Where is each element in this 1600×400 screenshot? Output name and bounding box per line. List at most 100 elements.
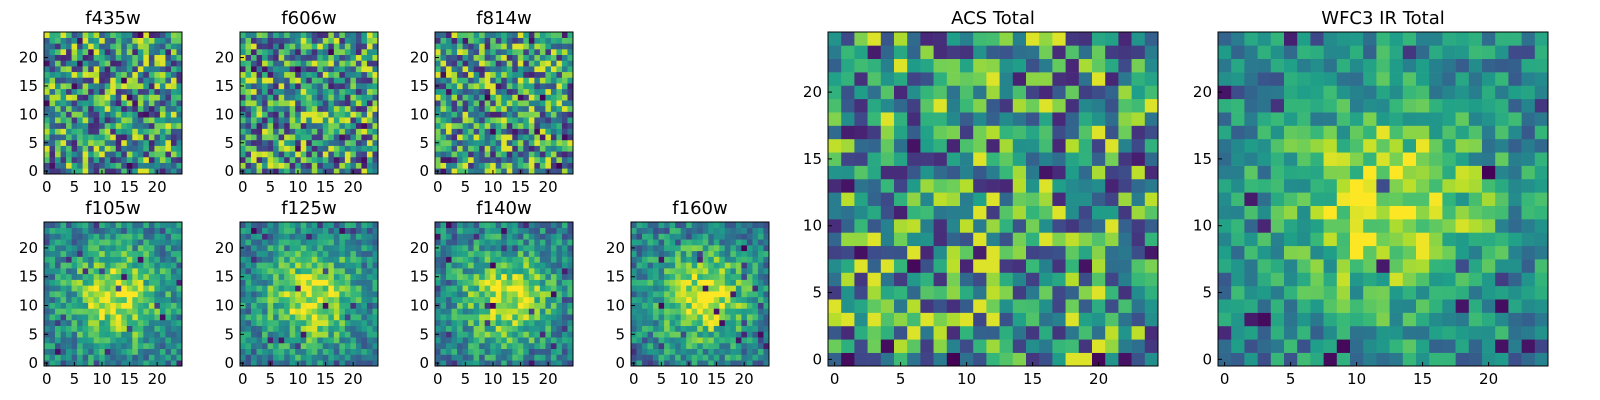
heatmap-cell xyxy=(273,71,279,78)
heatmap-cell xyxy=(289,32,296,38)
heatmap-cell xyxy=(440,145,447,152)
heatmap-cell xyxy=(556,105,563,112)
heatmap-cell xyxy=(735,291,742,298)
heatmap-cell xyxy=(344,348,351,355)
heatmap-cell xyxy=(446,302,452,309)
heatmap-cell xyxy=(44,285,50,292)
heatmap-cell xyxy=(251,239,257,246)
heatmap-cell xyxy=(462,162,469,169)
heatmap-cell xyxy=(757,233,764,240)
heatmap-cell xyxy=(121,331,128,338)
heatmap-cell xyxy=(451,268,458,275)
heatmap-cell xyxy=(317,319,324,326)
heatmap-cell xyxy=(366,66,373,73)
heatmap-cell xyxy=(697,319,704,326)
heatmap-cell xyxy=(262,77,268,84)
heatmap-cell xyxy=(708,331,715,338)
heatmap-cell xyxy=(691,342,698,350)
heatmap-cell xyxy=(561,319,568,326)
heatmap-cell xyxy=(933,178,948,193)
heatmap-cell xyxy=(534,245,541,252)
heatmap-cell xyxy=(82,268,89,275)
heatmap-cell xyxy=(446,37,452,44)
heatmap-cell xyxy=(295,105,302,112)
heatmap-cell xyxy=(339,122,346,129)
heatmap-cell xyxy=(686,222,693,229)
heatmap-cell xyxy=(435,354,441,361)
heatmap-cell xyxy=(512,117,519,124)
heatmap-cell xyxy=(473,337,480,344)
heatmap-cell xyxy=(126,291,133,298)
heatmap-cell xyxy=(284,77,290,84)
heatmap-cell xyxy=(757,354,764,361)
heatmap-cell xyxy=(300,49,307,56)
heatmap-cell xyxy=(713,245,720,252)
heatmap-cell xyxy=(154,296,161,303)
heatmap-cell xyxy=(121,273,128,280)
heatmap-cell xyxy=(240,279,246,286)
heatmap-cell xyxy=(273,291,279,298)
heatmap-cell xyxy=(306,227,313,234)
heatmap-cell xyxy=(55,342,61,350)
heatmap-cell xyxy=(245,32,252,38)
heatmap-cell xyxy=(517,49,524,56)
heatmap-cell xyxy=(366,145,373,152)
heatmap-cell xyxy=(719,239,726,246)
heatmap-cell xyxy=(506,314,513,321)
heatmap-cell xyxy=(251,156,257,163)
heatmap-cell xyxy=(44,348,50,355)
heatmap-cell xyxy=(284,337,290,344)
heatmap-cell xyxy=(60,256,67,263)
heatmap-cell xyxy=(66,100,72,107)
heatmap-cell xyxy=(867,312,882,327)
heatmap-cell xyxy=(746,262,753,269)
heatmap-cell xyxy=(763,268,770,275)
heatmap-cell xyxy=(735,233,742,240)
heatmap-cell xyxy=(484,100,491,107)
heatmap-cell xyxy=(66,262,72,269)
heatmap-cell xyxy=(273,314,279,321)
heatmap-cell xyxy=(99,54,106,61)
heatmap-cell xyxy=(148,71,155,78)
heatmap-cell xyxy=(528,302,535,309)
heatmap-cell xyxy=(300,250,307,257)
heatmap-cell xyxy=(300,168,307,175)
heatmap-cell xyxy=(506,66,513,73)
heatmap-cell xyxy=(132,60,139,67)
heatmap-cell xyxy=(245,331,252,338)
heatmap-cell xyxy=(60,71,67,78)
heatmap-cell xyxy=(730,233,737,240)
heatmap-cell xyxy=(366,32,373,38)
heatmap-cell xyxy=(256,117,263,124)
heatmap-cell xyxy=(121,337,128,344)
heatmap-cell xyxy=(708,337,715,344)
heatmap-cell xyxy=(894,325,908,340)
heatmap-cell xyxy=(148,122,155,129)
heatmap-cell xyxy=(561,314,568,321)
heatmap-cell xyxy=(658,291,665,298)
heatmap-cell xyxy=(317,162,324,169)
heatmap-cell xyxy=(828,325,842,340)
heatmap-cell xyxy=(159,245,166,252)
heatmap-cell xyxy=(317,227,324,234)
heatmap-cell xyxy=(295,342,302,350)
y-tick-label: 10 xyxy=(19,105,38,123)
heatmap-cell xyxy=(907,285,921,300)
heatmap-cell xyxy=(339,314,346,321)
heatmap-cell xyxy=(99,83,106,90)
heatmap-cell xyxy=(328,342,335,350)
heatmap-cell xyxy=(49,325,56,332)
heatmap-cell xyxy=(311,37,318,44)
heatmap-cell xyxy=(143,256,150,263)
heatmap-cell xyxy=(506,71,513,78)
heatmap-cell xyxy=(361,128,368,135)
heatmap-cell xyxy=(468,66,474,73)
heatmap-cell xyxy=(550,100,557,107)
y-tick-label: 5 xyxy=(419,325,429,343)
heatmap-cell xyxy=(170,49,177,56)
heatmap-cell xyxy=(664,268,670,275)
heatmap-cell xyxy=(545,348,552,355)
heatmap-cell xyxy=(284,151,290,158)
heatmap-cell xyxy=(372,43,379,50)
